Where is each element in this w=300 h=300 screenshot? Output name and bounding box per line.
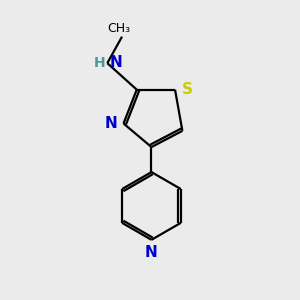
Text: H: H bbox=[93, 56, 105, 70]
Text: CH₃: CH₃ bbox=[107, 22, 130, 35]
Text: N: N bbox=[145, 245, 158, 260]
Text: S: S bbox=[182, 82, 193, 97]
Text: N: N bbox=[110, 55, 122, 70]
Text: N: N bbox=[104, 116, 117, 131]
